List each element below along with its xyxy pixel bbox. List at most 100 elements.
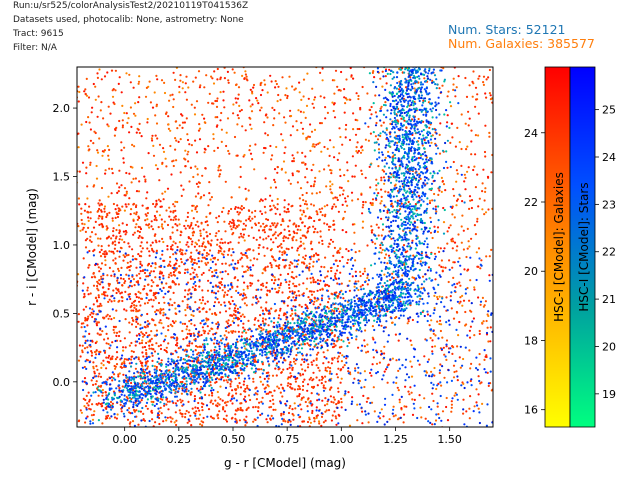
galaxy-point [160,322,163,325]
galaxy-point [224,270,227,273]
galaxy-point [323,404,327,407]
galaxy-point [326,147,329,150]
galaxy-point [359,274,362,278]
galaxy-point [156,167,159,170]
galaxy-point [245,304,248,307]
galaxy-point [327,361,330,364]
galaxy-point [315,299,318,302]
galaxy-point [130,323,134,326]
galaxy-point [260,106,263,109]
galaxy-point [219,241,222,244]
galaxy-point [190,221,193,225]
galaxy-point [190,144,193,147]
star-point [222,369,225,372]
galaxy-point [483,199,486,202]
galaxy-point [282,368,285,371]
galaxy-point [264,318,267,321]
galaxy-point [221,277,224,280]
galaxy-point [475,251,478,254]
galaxy-point [356,403,359,406]
galaxy-point [351,396,354,399]
galaxy-point [293,291,296,294]
galaxy-point [100,215,103,218]
galaxy-point [89,235,92,238]
tract-label: Tract: 9615 [13,29,64,39]
galaxy-point [155,365,158,369]
galaxy-point [218,378,221,381]
galaxy-point [436,405,439,408]
galaxy-point [460,241,463,244]
star-point [121,406,124,409]
galaxy-point [112,289,115,292]
galaxy-point [216,116,219,119]
galaxy-point [301,151,304,154]
galaxy-point [456,282,459,285]
galaxy-point [184,165,187,168]
galaxy-point [374,94,377,97]
galaxy-point [172,218,175,222]
galaxy-point [316,414,319,417]
galaxy-point [224,230,227,233]
galaxy-point [135,223,138,226]
galaxy-point [347,370,350,373]
galaxy-point [197,70,201,73]
galaxy-point [186,138,190,142]
galaxy-point [223,351,226,354]
galaxy-point [97,294,100,297]
galaxy-point [465,95,469,98]
galaxy-point [103,210,106,213]
galaxy-point [295,239,298,242]
galaxy-point [146,206,149,209]
galaxy-point [102,364,105,367]
star-point [355,294,358,297]
galaxy-point [314,428,316,430]
galaxy-point [97,202,100,205]
galaxy-point [310,290,313,293]
galaxy-point [228,152,231,155]
galaxy-point [114,237,117,240]
galaxy-point [398,88,401,91]
galaxy-point [241,409,244,412]
galaxy-point [112,227,115,230]
galaxy-point [287,283,291,286]
galaxy-point [166,223,170,227]
galaxy-point [192,332,195,335]
galaxy-point [318,241,321,244]
galaxy-point [131,143,134,146]
galaxy-point [132,350,135,353]
galaxy-point [237,241,240,244]
galaxy-point [114,69,117,72]
star-point [265,333,268,336]
galaxy-point [116,279,119,282]
galaxy-point [437,246,440,249]
galaxy-point [232,103,235,106]
galaxy-point [205,74,208,77]
galaxy-point [225,320,228,323]
star-point [315,319,318,322]
galaxy-point [96,237,100,240]
galaxy-point [179,248,182,251]
galaxy-point [461,304,464,307]
galaxy-point [367,139,370,142]
galaxy-point [320,378,324,381]
galaxy-point [451,247,454,250]
galaxy-point [239,408,242,412]
galaxy-point [466,227,469,230]
galaxy-point [473,288,476,291]
galaxy-point [296,151,299,154]
galaxy-point [231,247,234,251]
galaxy-point [204,121,207,124]
star-point [262,368,265,372]
galaxy-point [92,185,95,188]
galaxy-point [115,417,118,420]
galaxy-point [434,334,437,337]
galaxy-point [275,82,278,86]
galaxy-point [159,347,163,351]
galaxy-point [169,129,172,132]
galaxy-point [135,334,138,337]
galaxy-point [155,74,158,77]
galaxy-point [190,332,193,336]
galaxy-point [237,408,240,411]
galaxy-point [308,290,311,293]
galaxy-point [315,357,318,360]
